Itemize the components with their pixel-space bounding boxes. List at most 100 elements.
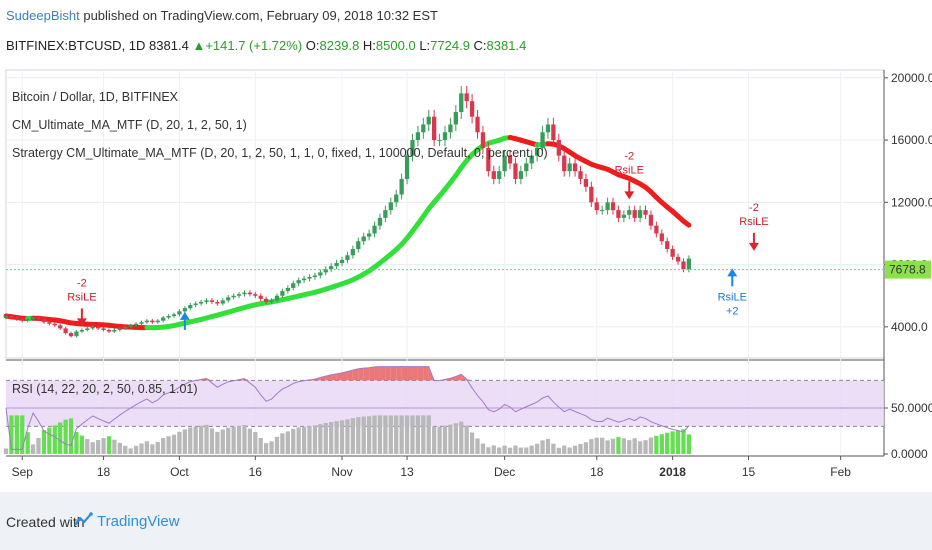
rsi-histogram-bar [665,432,670,454]
rsi-overbought-fill [390,366,397,381]
time-tick-label: 18 [97,465,111,479]
created-with-text: Created with [6,514,85,530]
ma-segment-falling [680,218,692,228]
rsi-histogram-bar [540,440,545,454]
tradingview-brand[interactable]: TradingView [97,513,180,530]
open-value: 8239.8 [319,38,360,53]
rsi-histogram-bar [41,430,47,454]
rsi-histogram-bar [150,444,155,454]
candle-up [361,236,366,242]
rsi-histogram-bar [339,420,345,454]
candle-up [274,295,280,301]
rsi-histogram-bar [247,428,253,454]
candle-down [486,147,491,172]
candle-up [686,258,692,270]
rsi-histogram-bar [567,447,572,454]
symbol-info: BITFINEX:BTCUSD, 1D 8381.4 ▲+141.7 (+1.7… [6,38,526,53]
rsi-histogram-bar [654,435,659,454]
candle-up [85,328,90,330]
rsi-histogram-bar [377,415,383,454]
candle-down [264,298,269,302]
rsi-overbought-fill [385,366,391,381]
candle-up [529,155,534,164]
rsi-histogram-bar [480,443,486,454]
candle-up [426,116,431,125]
time-tick-label: Oct [170,465,189,479]
candle-up [30,317,36,320]
rsi-histogram-bar [415,415,421,454]
rsi-histogram-bar [621,438,626,454]
price-tick-label: 12000.0 [891,195,932,209]
publish-text: published on TradingView.com, February 0… [79,8,438,23]
rsi-histogram-bar [410,415,415,454]
candle-up [600,210,605,212]
candle-up [540,132,545,148]
candle-down [572,163,578,172]
rsi-histogram-bar [68,418,74,454]
rsi-histogram-bar [350,418,356,454]
author-link[interactable]: SudeepBisht [6,8,80,23]
rsi-histogram-bar [388,415,393,454]
rsi-histogram-bar [475,438,480,454]
time-tick-label: 13 [400,465,414,479]
rsi-histogram-bar [312,425,318,454]
rsi-histogram-bar [686,434,692,454]
signal-label: RsiLE [67,291,96,303]
candle-up [204,300,209,302]
candle-down [432,116,437,141]
candle-down [665,241,670,250]
candle-up [193,303,198,306]
rsi-histogram-bar [529,445,534,454]
rsi-histogram-bar [572,445,578,454]
rsi-histogram-bar [155,442,160,454]
candle-up [421,124,426,133]
candle-down [480,132,486,148]
candle-up [155,320,160,323]
rsi-histogram-bar [524,447,529,454]
rsi-overbought-fill [331,373,337,381]
rsi-histogram-bar [280,433,285,454]
time-tick-label: Nov [331,465,352,479]
candle-up [372,225,377,234]
footer: Created with TradingView [0,492,932,550]
candle-up [453,112,458,125]
rsi-overbought-fill [450,376,456,381]
candle-up [25,319,30,321]
rsi-histogram-bar [556,447,561,454]
rsi-histogram-bar [404,415,410,454]
candle-down [469,101,475,117]
candle-up [502,155,507,172]
candle-up [318,272,323,276]
candle-down [675,256,681,262]
long-signal-arrowhead-icon [727,268,738,277]
rsi-histogram-bar [610,438,616,454]
long-signal-arrowhead-icon [179,311,190,320]
candle-up [399,178,404,195]
candle-up [285,287,290,292]
time-tick-label: 18 [590,465,604,479]
rsi-histogram-bar [643,440,648,454]
low-value: 7724.9 [430,38,470,53]
chart-header: SudeepBisht published on TradingView.com… [0,0,932,62]
rsi-histogram-bar [562,445,567,454]
high-value: 8500.0 [375,38,416,53]
rsi-histogram-bar [193,426,198,454]
candle-up [236,294,242,296]
candle-up [112,329,117,332]
rsi-histogram-bar [627,440,632,454]
candle-up [621,214,626,218]
rsi-histogram-bar [469,432,475,454]
candle-down [68,333,74,337]
open-label: O: [305,38,320,53]
rsi-histogram-bar [236,425,242,454]
candle-up [545,124,551,133]
candle-down [594,202,599,211]
candle-down [551,124,556,141]
rsi-histogram-bar [589,439,594,454]
candle-up [437,140,442,142]
candle-up [117,328,122,330]
rsi-histogram-bar [670,431,675,454]
candle-up [383,210,388,218]
